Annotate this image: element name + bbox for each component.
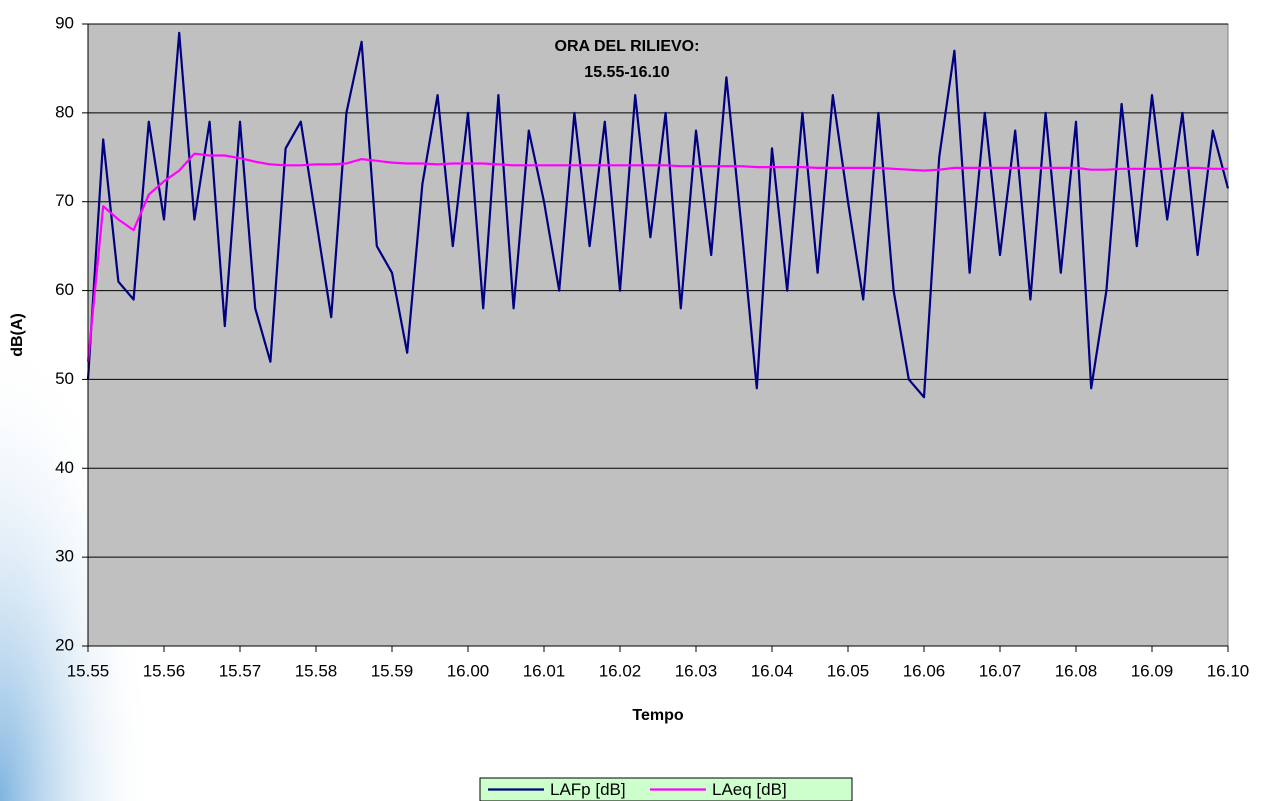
x-axis-title: Tempo — [632, 707, 683, 724]
x-tick-label: 15.59 — [371, 661, 414, 680]
grid — [88, 23, 1228, 647]
series-line — [86, 31, 1230, 399]
x-tick-label: 16.00 — [447, 661, 490, 680]
annotation: ORA DEL RILIEVO: — [555, 38, 700, 55]
series-line — [86, 152, 1228, 362]
y-tick-label: 30 — [55, 547, 74, 566]
legend-label: LAeq [dB] — [712, 780, 787, 799]
x-tick-label: 16.10 — [1207, 661, 1250, 680]
x-tick-label: 16.08 — [1055, 661, 1098, 680]
y-tick-label: 90 — [55, 13, 74, 32]
y-tick-label: 20 — [55, 635, 74, 654]
x-tick-label: 16.09 — [1131, 661, 1174, 680]
y-axis-title: dB(A) — [9, 313, 26, 357]
x-tick-label: 15.58 — [295, 661, 338, 680]
y-tick-label: 80 — [55, 102, 74, 121]
x-tick-label: 16.05 — [827, 661, 870, 680]
y-tick-label: 50 — [55, 369, 74, 388]
x-tick-label: 16.06 — [903, 661, 946, 680]
x-tick-label: 16.04 — [751, 661, 794, 680]
plot-area — [87, 23, 1229, 647]
annotation: 15.55-16.10 — [584, 64, 670, 81]
x-tick-label: 15.56 — [143, 661, 186, 680]
y-tick-label: 40 — [55, 458, 74, 477]
y-tick-label: 70 — [55, 191, 74, 210]
x-tick-label: 16.07 — [979, 661, 1022, 680]
lines — [86, 31, 1230, 399]
x-tick-label: 16.03 — [675, 661, 718, 680]
legend-label: LAFp [dB] — [550, 780, 626, 799]
y-tick-label: 60 — [55, 280, 74, 299]
x-tick-label: 16.02 — [599, 661, 642, 680]
x-tick-label: 15.57 — [219, 661, 262, 680]
x-tick-label: 15.55 — [67, 661, 110, 680]
legend: LAFp [dB] LAeq [dB] — [479, 777, 853, 801]
x-tick-label: 16.01 — [523, 661, 566, 680]
